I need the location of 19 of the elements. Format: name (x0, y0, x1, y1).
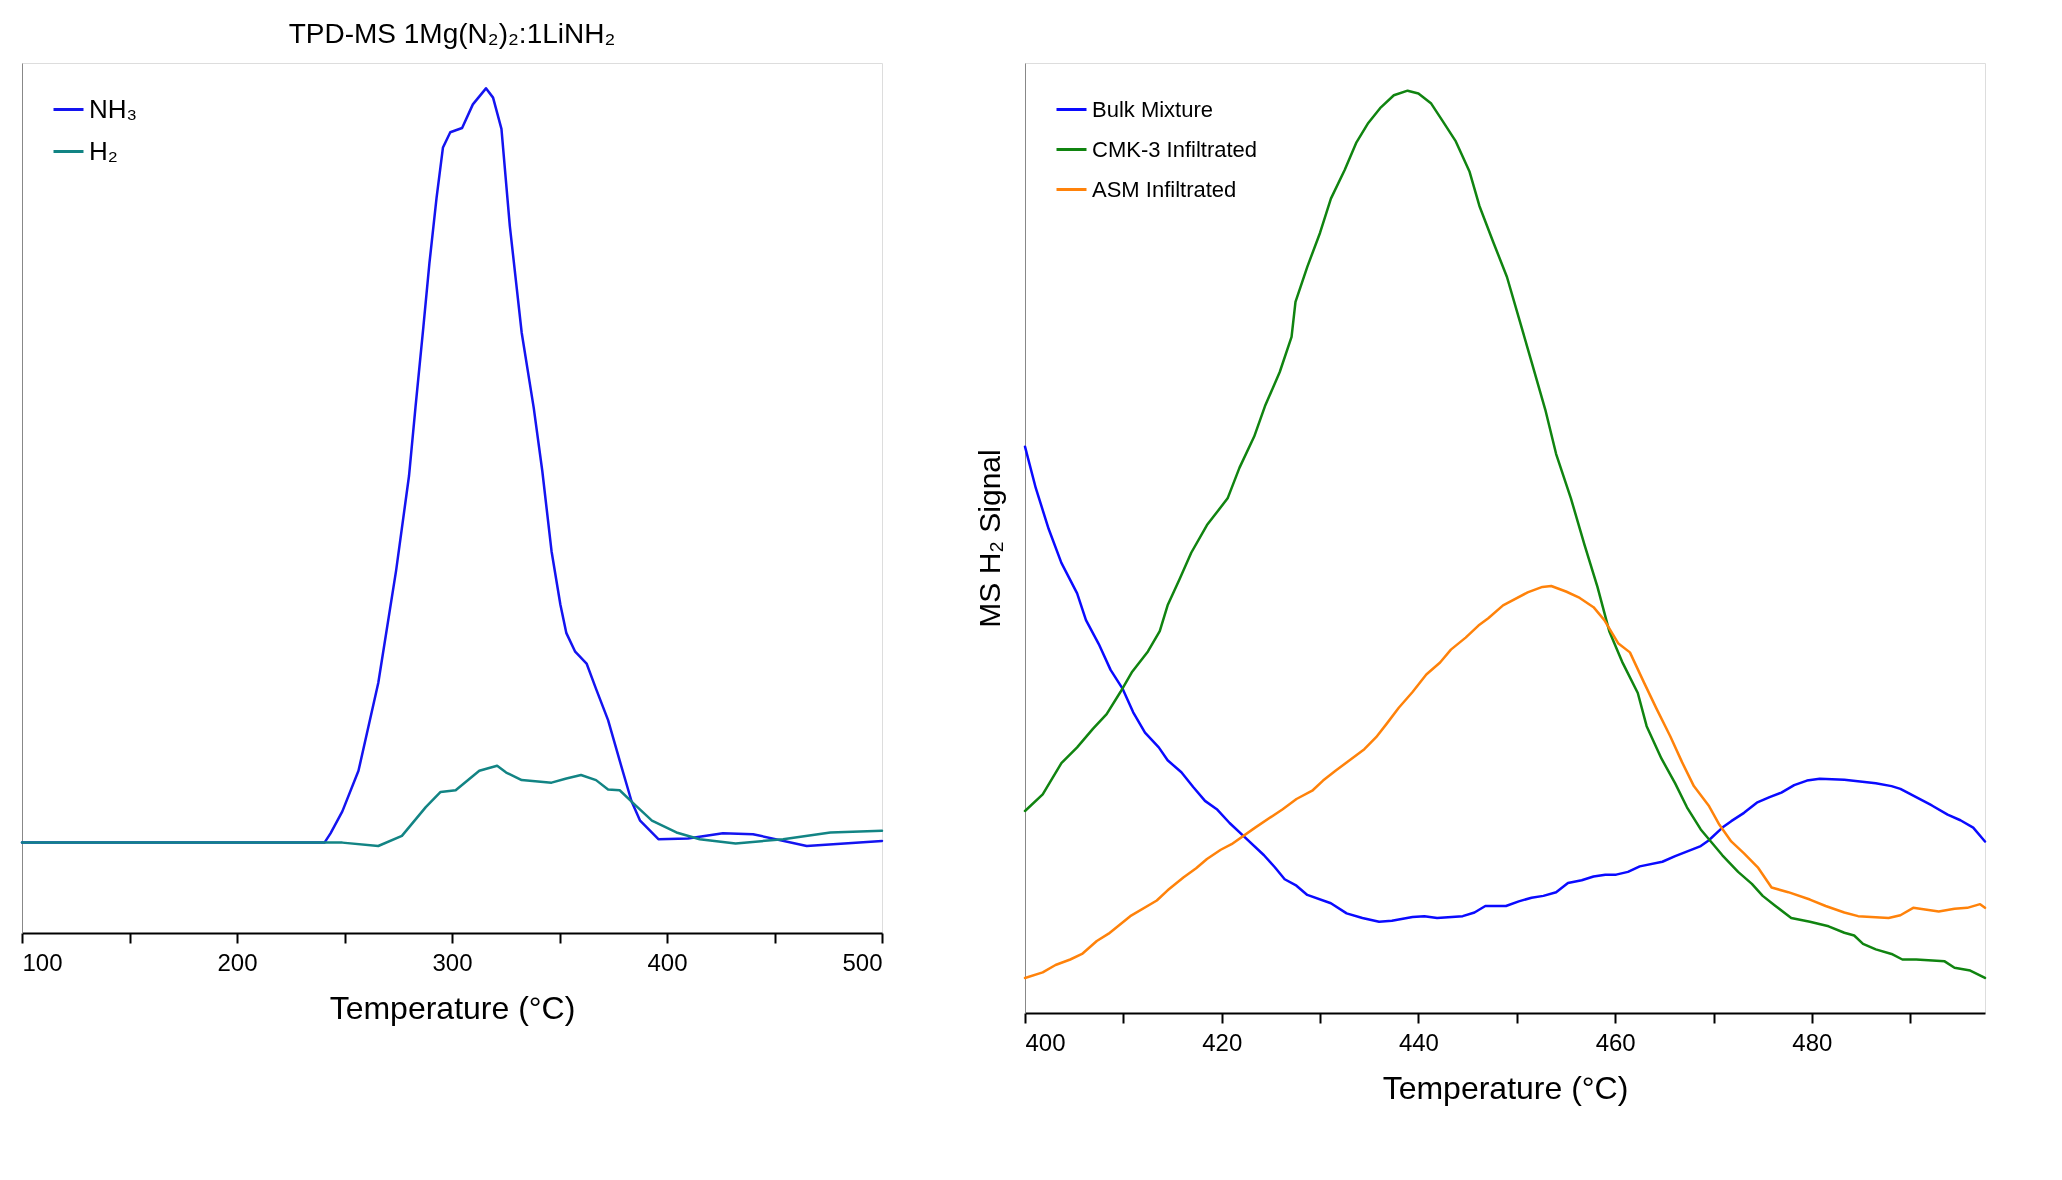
x-tick-label: 200 (217, 948, 258, 976)
x-tick-label: 440 (1398, 1028, 1439, 1056)
legend-label: H₂ (89, 135, 118, 166)
x-axis-title: Temperature (°C) (329, 989, 576, 1026)
legend-label: Bulk Mixture (1092, 96, 1214, 122)
x-tick-label: 100 (22, 948, 63, 976)
x-axis-title: Temperature (°C) (1382, 1069, 1629, 1106)
x-tick-label: 480 (1792, 1028, 1833, 1056)
x-tick-label: 400 (1025, 1028, 1066, 1056)
x-tick-label: 420 (1202, 1028, 1243, 1056)
x-tick-label: 300 (432, 948, 473, 976)
x-tick-label: 400 (647, 948, 688, 976)
x-tick-label: 460 (1595, 1028, 1636, 1056)
legend-label: NH₃ (89, 93, 138, 124)
legend-label: ASM Infiltrated (1092, 176, 1237, 202)
x-tick-label: 500 (842, 948, 883, 976)
legend-label: CMK-3 Infiltrated (1092, 136, 1258, 162)
y-axis-title: MS H₂ Signal (972, 449, 1006, 628)
chart-title: TPD-MS 1Mg(N₂)₂:1LiNH₂ (288, 18, 616, 49)
